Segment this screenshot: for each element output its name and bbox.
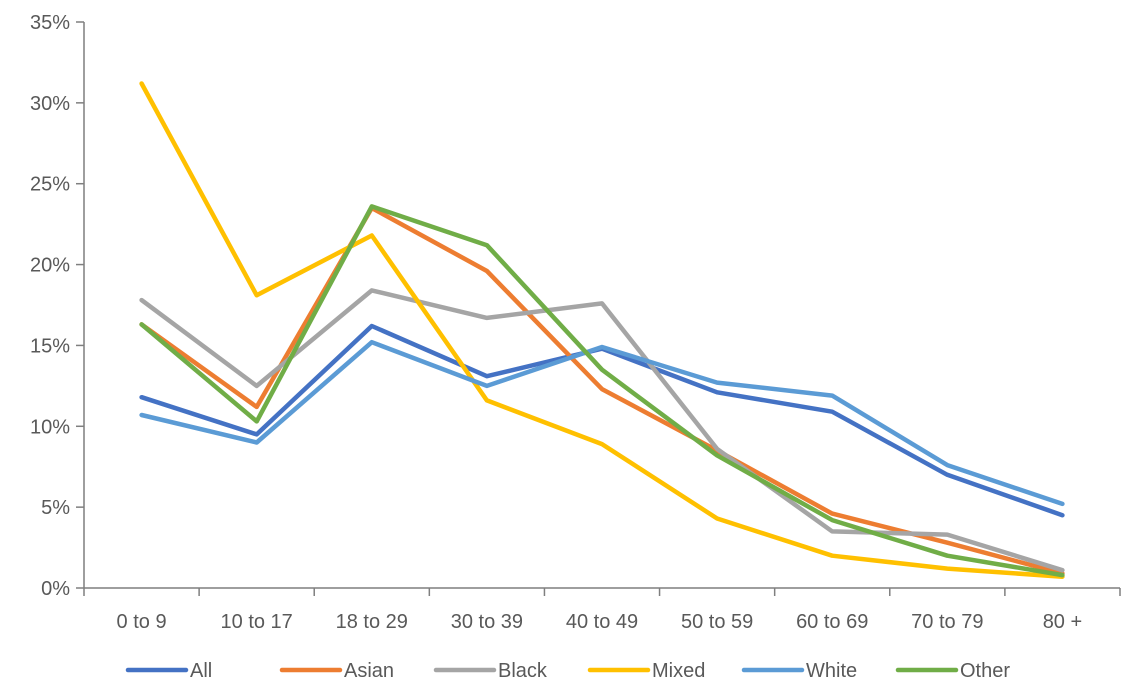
y-tick-label: 20% bbox=[30, 255, 70, 277]
series-line-white bbox=[139, 339, 1065, 507]
legend-item-white: White bbox=[741, 660, 857, 682]
legend-item-asian: Asian bbox=[279, 660, 394, 682]
x-tick-label: 70 to 79 bbox=[911, 611, 983, 633]
y-axis: 0% 5% 10% 15% 20% 25% 30% 35% bbox=[30, 12, 85, 600]
legend-item-all: All bbox=[125, 660, 212, 682]
y-tick-label: 5% bbox=[41, 497, 70, 519]
legend-label: All bbox=[190, 660, 212, 682]
series-line-mixed bbox=[139, 81, 1065, 579]
series-lines bbox=[139, 81, 1065, 579]
legend-label: Mixed bbox=[652, 660, 705, 682]
x-tick-label: 50 to 59 bbox=[681, 611, 753, 633]
y-tick-label: 15% bbox=[30, 335, 70, 357]
legend-label: White bbox=[806, 660, 857, 682]
legend-label: Other bbox=[960, 660, 1010, 682]
legend-label: Asian bbox=[344, 660, 394, 682]
legend-item-mixed: Mixed bbox=[587, 660, 705, 682]
series-line-other bbox=[139, 204, 1065, 578]
legend-item-black: Black bbox=[433, 660, 548, 682]
series-line-asian bbox=[139, 205, 1065, 576]
x-tick-label: 18 to 29 bbox=[336, 611, 408, 633]
y-tick-label: 30% bbox=[30, 93, 70, 115]
y-tick-label: 0% bbox=[41, 578, 70, 600]
legend-item-other: Other bbox=[895, 660, 1010, 682]
x-tick-label: 0 to 9 bbox=[117, 611, 167, 633]
x-tick-label: 40 to 49 bbox=[566, 611, 638, 633]
x-axis: 0 to 9 10 to 17 18 to 29 30 to 39 40 to 49 50… bbox=[83, 587, 1121, 633]
x-tick-label: 10 to 17 bbox=[221, 611, 293, 633]
x-tick-label: 60 to 69 bbox=[796, 611, 868, 633]
y-tick-label: 25% bbox=[30, 174, 70, 196]
x-tick-label: 80 + bbox=[1043, 611, 1082, 633]
legend: All Asian Black Mixed White Other bbox=[125, 660, 1010, 682]
x-tick-label: 30 to 39 bbox=[451, 611, 523, 633]
y-tick-label: 35% bbox=[30, 12, 70, 34]
legend-label: Black bbox=[498, 660, 548, 682]
series-line-black bbox=[139, 288, 1065, 573]
y-tick-label: 10% bbox=[30, 416, 70, 438]
